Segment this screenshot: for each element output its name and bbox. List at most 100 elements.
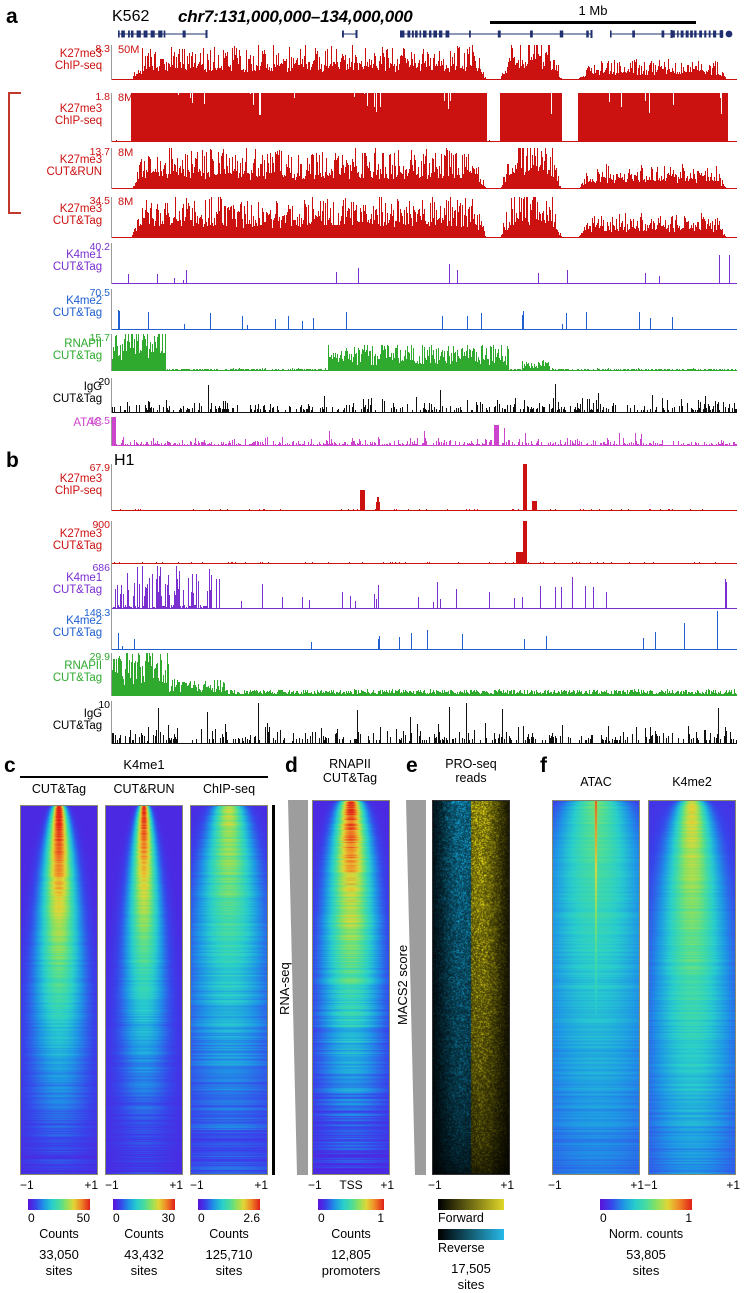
- panel-c-letter: c: [4, 754, 16, 777]
- track-scale-max: 900: [92, 519, 110, 531]
- track-label: K4me1 CUT&Tag: [6, 249, 102, 274]
- panel-c-1-count-value: 43,432: [124, 1247, 164, 1262]
- track-label-line1: K27me3: [59, 103, 102, 115]
- track-label-line1: K27me3: [59, 473, 102, 485]
- panel-e-sort-wedge: [406, 800, 426, 1175]
- track-axis-line: [111, 148, 112, 189]
- panel-e-heatmap-proseq: [432, 800, 510, 1175]
- track-label-line1: K4me2: [66, 615, 102, 627]
- track-signal-plot: [112, 416, 737, 446]
- panel-c-2-axis-min: −1: [190, 1178, 204, 1192]
- panel-d-colorbar: [318, 1199, 384, 1210]
- track-signal-plot: [112, 44, 737, 80]
- track-label-line1: K27me3: [59, 528, 102, 540]
- track-label: RNAPII CUT&Tag: [6, 660, 102, 685]
- track-label-line1: K4me1: [66, 572, 102, 584]
- track-label-line1: K27me3: [59, 203, 102, 215]
- panel-a-coordinates: chr7:131,000,000–134,000,000: [178, 7, 413, 26]
- panel-c-0-colorbar-min: 0: [28, 1211, 35, 1225]
- track-signal-plot: [112, 288, 737, 330]
- track-signal-plot: [112, 333, 737, 371]
- track-label: IgG CUT&Tag: [6, 708, 102, 733]
- panel-c-group-rule: [20, 776, 268, 778]
- panel-d-heatmap-rnapii: [312, 800, 390, 1175]
- panel-c-1-count: 43,432 sites: [83, 1247, 205, 1279]
- panel-f-heatmap-k4me2: [648, 800, 736, 1175]
- track-label: K27me3 CUT&Tag: [6, 528, 102, 553]
- panel-c-heatmap-chip-seq: [190, 805, 268, 1175]
- track-label-line2: CUT&Tag: [52, 261, 102, 274]
- panel-e-reverse-colorbar: [438, 1229, 504, 1240]
- track-scale-max: 10: [98, 699, 110, 711]
- track-scale-max: 29.9: [89, 651, 110, 663]
- track-label-line2: ChIP-seq: [54, 115, 102, 128]
- panel-f-heatmap-atac: [552, 800, 640, 1175]
- panel-c-2-axis-max: +1: [254, 1178, 268, 1192]
- panel-c-1-axis: −1 +1: [105, 1178, 183, 1193]
- track-signal-plot: [112, 242, 737, 284]
- track-label-line2: ChIP-seq: [54, 60, 102, 73]
- panel-d-letter: d: [285, 754, 298, 777]
- panel-d-colorbar-max: 1: [377, 1211, 384, 1225]
- scalebar-line: [490, 21, 696, 24]
- panel-c-0-colorbar-caption: Counts: [39, 1227, 79, 1241]
- k27me3-group-bracket: [8, 92, 21, 214]
- panel-b-cell-line: H1: [114, 452, 135, 469]
- track-label: K27me3 ChIP-seq: [6, 48, 102, 73]
- panel-f-count-unit: sites: [632, 1263, 660, 1278]
- track-label: IgG CUT&Tag: [6, 381, 102, 406]
- panel-c-2-colorbar-axis: 0 2.6: [198, 1211, 260, 1226]
- track-axis-line: [111, 609, 112, 650]
- panel-e-count-unit: sites: [457, 1277, 485, 1292]
- panel-e-title-line2: reads: [455, 771, 487, 785]
- track-label-line2: CUT&Tag: [52, 215, 102, 228]
- track-label-line1: K27me3: [59, 48, 102, 60]
- track-label-line2: CUT&Tag: [52, 540, 102, 553]
- panel-d-sort-label: RNA-seq: [277, 962, 292, 1015]
- panel-c-2-colorbar-caption: Counts: [209, 1227, 249, 1241]
- panel-e-forward-colorbar: [438, 1199, 504, 1210]
- track-signal-plot: [112, 563, 737, 609]
- panel-c-2-colorbar-max: 2.6: [243, 1211, 260, 1225]
- track-axis-line: [111, 197, 112, 238]
- panel-f-count-value: 53,805: [626, 1247, 666, 1262]
- track-axis-line: [111, 417, 112, 446]
- track-label-line2: CUT&Tag: [52, 307, 102, 320]
- track-depth-label: 8M: [118, 147, 134, 159]
- panel-c-1-colorbar-min: 0: [113, 1211, 120, 1225]
- track-axis-line: [111, 464, 112, 511]
- track-scale-max: 1.8: [95, 91, 110, 103]
- panel-f-1-axis-min: −1: [644, 1178, 658, 1192]
- track-label-line2: CUT&Tag: [52, 393, 102, 406]
- track-axis-line: [111, 243, 112, 284]
- panel-d-title: RNAPII CUT&Tag: [308, 757, 392, 785]
- track-axis-line: [111, 564, 112, 609]
- panel-e-title-line1: PRO-seq: [445, 757, 497, 771]
- track-scale-max: 13.7: [89, 146, 110, 158]
- panel-c-0-count-unit: sites: [45, 1263, 73, 1278]
- track-label-line1: ATAC: [73, 417, 102, 429]
- track-axis-line: [111, 334, 112, 371]
- track-scale-max: 70.5: [89, 287, 110, 299]
- track-scale-max: 34.5: [89, 195, 110, 207]
- track-label-line2: ChIP-seq: [54, 485, 102, 498]
- track-label-line1: IgG: [83, 708, 102, 720]
- panel-f-0-axis-min: −1: [548, 1178, 562, 1192]
- panel-b-letter: b: [6, 449, 19, 472]
- panel-d-colorbar-min: 0: [318, 1211, 325, 1225]
- track-depth-label: 50M: [118, 44, 140, 56]
- track-signal-plot: [112, 700, 737, 744]
- panel-c-0-colorbar-max: 50: [76, 1211, 90, 1225]
- panel-c-2-count-unit: sites: [215, 1263, 243, 1278]
- track-scale-max: 40.2: [89, 241, 110, 253]
- track-axis-line: [111, 701, 112, 744]
- track-label: RNAPII CUT&Tag: [6, 338, 102, 363]
- track-label-line1: K27me3: [59, 154, 102, 166]
- panel-d-axis-center: TSS: [339, 1178, 363, 1192]
- panel-d-colorbar-caption: Counts: [331, 1227, 371, 1241]
- track-scale-max: 686: [92, 562, 110, 574]
- panel-c-1-count-unit: sites: [130, 1263, 158, 1278]
- panel-c-right-rule: [272, 805, 275, 1175]
- panel-c-heatmap-cut-run: [105, 805, 183, 1175]
- panel-c-1-colorbar-max: 30: [161, 1211, 175, 1225]
